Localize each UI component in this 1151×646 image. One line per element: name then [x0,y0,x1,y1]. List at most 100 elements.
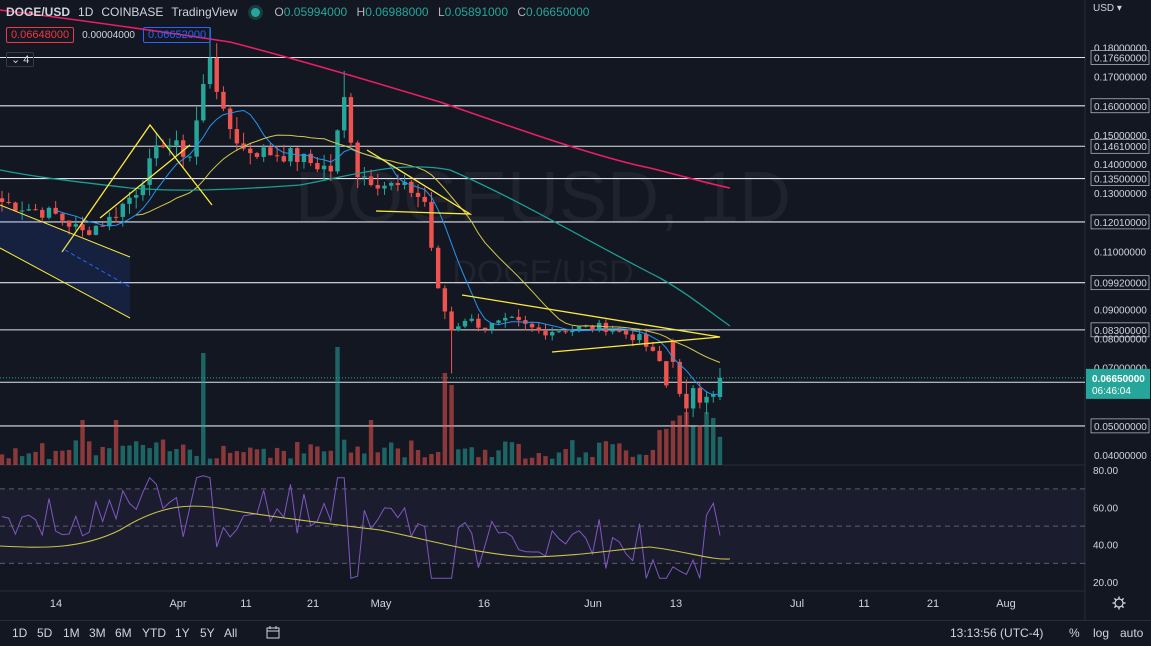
volume-bar [429,454,434,465]
candle-body [630,334,635,341]
time-tick-label: 21 [927,598,939,610]
candle-body [234,129,240,144]
volume-bar [650,449,656,465]
indicator-count: 4 [23,54,30,66]
symbol-name[interactable]: DOGE/USD [6,5,71,19]
candle-body [529,323,535,328]
date-range-icon[interactable] [266,626,280,642]
volume-bar [496,450,501,465]
timeframe-1y[interactable]: 1Y [175,626,190,640]
current-price-label: 0.06650000 [1092,374,1145,385]
candle-body [482,327,488,330]
volume-bar [73,440,79,465]
candle-body [388,183,394,186]
volume-bar [570,440,575,465]
interval-label[interactable]: 1D [78,5,94,19]
volume-bar [402,457,407,465]
volume-bar [576,457,582,465]
candle-body [113,216,119,218]
indicators-toggle[interactable]: ⌄ 4 [6,52,35,67]
currency-selector[interactable]: USD ▾ [1093,3,1122,14]
candle-body [717,377,723,397]
volume-bar [281,450,287,465]
price-level-tag [1090,214,1150,230]
clock-timezone[interactable]: 13:13:56 (UTC-4) [950,626,1044,640]
chevron-down-icon: ⌄ [11,54,21,66]
candle-body [435,247,441,289]
candle-body [368,176,374,185]
volume-bar [140,444,146,465]
volume-bar [348,452,354,465]
candle-body [120,203,125,217]
volume-bar [435,451,441,465]
candle-body [301,153,307,163]
timeframe-6m[interactable]: 6M [115,626,132,640]
candle-body [180,140,186,157]
chevron-down-icon: ▾ [1116,3,1122,14]
rsi-tick-label: 80.00 [1093,466,1118,477]
candle-body [46,207,52,218]
candle-body [355,142,360,178]
candle-body [274,155,280,157]
percent-toggle[interactable]: % [1069,626,1080,640]
candle-body [227,108,233,130]
timeframe-ytd[interactable]: YTD [142,626,166,640]
volume-bar [368,420,374,465]
volume-bar [536,453,541,465]
gear-tooth [1113,605,1117,609]
volume-bar [355,446,360,465]
volume-bar [690,426,696,465]
timeframe-3m[interactable]: 3M [89,626,106,640]
sell-button[interactable]: 0.06648000 [6,27,75,43]
channel-top-line [0,204,131,258]
volume-bar [603,441,609,465]
timeframe-5y[interactable]: 5Y [200,626,215,640]
timeframe-1d[interactable]: 1D [12,626,28,640]
candle-body [167,145,172,148]
watermark-pair: DOGE/USD [452,254,633,292]
candle-body [207,57,213,85]
volume-bar [160,439,166,465]
volume-bar [154,442,159,465]
candle-body [617,330,622,332]
price-tick-label: 0.09920000 [1094,279,1147,290]
candle-body [456,326,461,331]
volume-bar [227,452,233,465]
volume-bar [523,458,528,465]
volume-bar [388,442,394,465]
gear-icon[interactable] [1112,596,1126,610]
price-tick-label: 0.05000000 [1094,422,1147,433]
price-chart[interactable]: DOGEUSD, 1D DOGE/USD 0.180000000.17660000… [0,0,1151,620]
volume-bar [113,420,119,465]
gear-ring [1114,598,1124,608]
price-tick-label: 0.14610000 [1094,142,1147,153]
timeframe-all[interactable]: All [224,626,238,640]
candle-body [140,184,146,196]
volume-bar [543,456,548,465]
log-toggle[interactable]: log [1093,626,1110,640]
volume-bar [221,445,226,465]
price-tick-label: 0.18000000 [1094,44,1147,55]
timeframe-1m[interactable]: 1M [63,626,80,640]
volume-bar [664,428,669,465]
candle-body [73,224,79,227]
candle-body [154,145,159,159]
volume-bar [637,454,642,465]
price-tick-label: 0.17660000 [1094,53,1147,64]
candle-body [563,331,568,333]
price-tick-label: 0.09000000 [1094,306,1147,317]
price-tick-label: 0.13500000 [1094,175,1147,186]
candle-body [543,330,548,336]
buy-button[interactable]: 0.06652000 [142,27,212,43]
time-tick-label: 11 [858,598,869,610]
candle-body [664,361,669,386]
timeframe-5d[interactable]: 5D [37,626,53,640]
volume-bar [684,412,689,465]
auto-toggle[interactable]: auto [1120,626,1144,640]
countdown-label: 06:46:04 [1092,386,1131,397]
symbol-header[interactable]: DOGE/USD 1D COINBASE TradingView O0.0599… [6,4,595,20]
volume-bar [201,353,206,465]
candle-body [13,202,18,211]
candle-body [603,322,609,332]
